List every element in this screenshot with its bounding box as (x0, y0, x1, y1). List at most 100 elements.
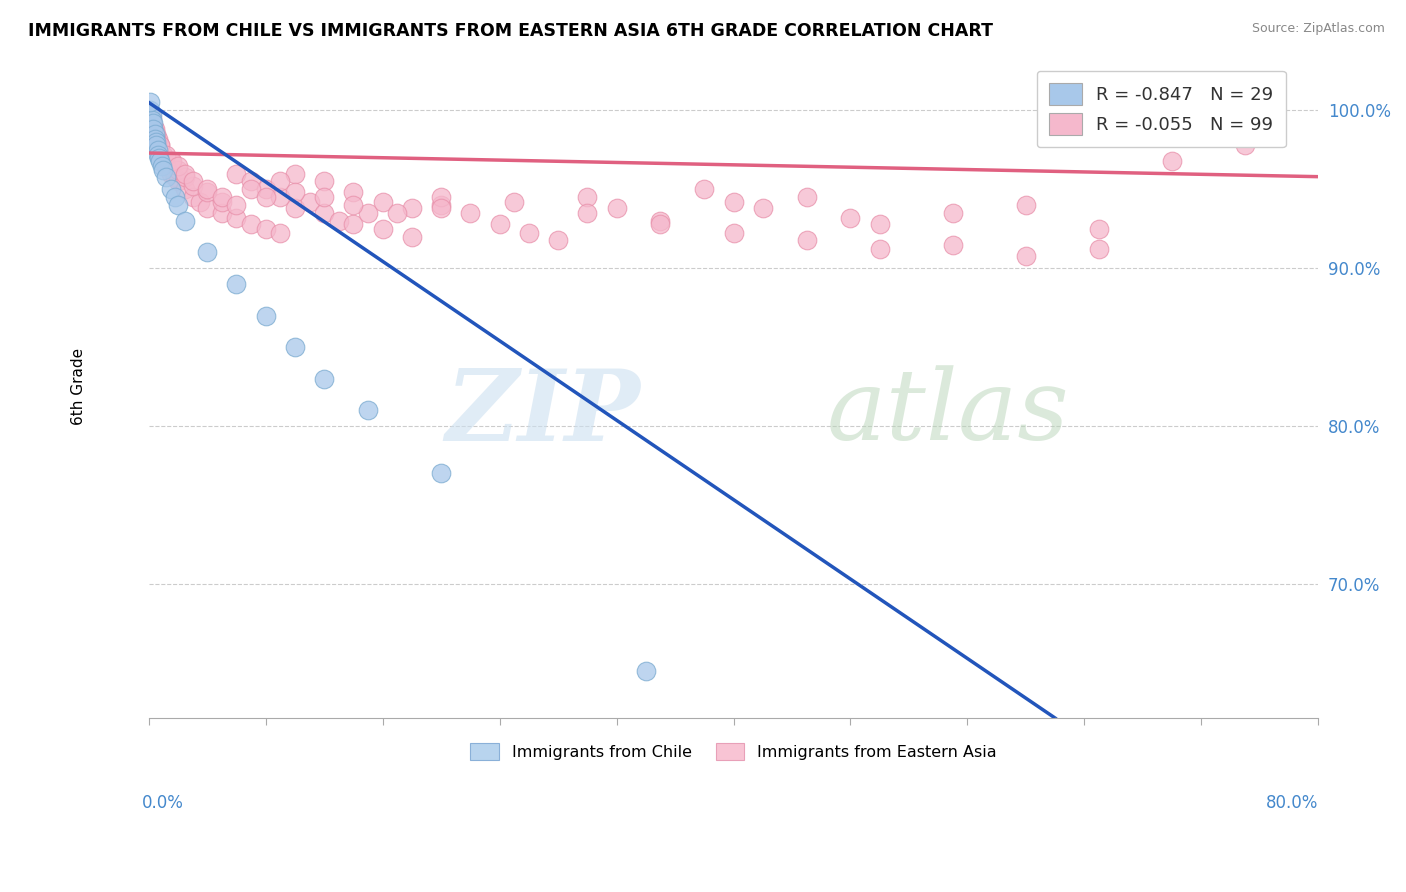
Point (142, 122, 165, 136)
Text: ZIP: ZIP (444, 365, 640, 461)
Point (152, 163, 174, 178)
Point (314, 206, 336, 220)
Point (430, 190, 453, 204)
Point (174, 182, 197, 196)
Point (342, 198, 364, 212)
Point (314, 372, 336, 386)
Point (298, 194, 321, 209)
Point (195, 201, 218, 215)
Point (693, 182, 716, 196)
Point (240, 174, 263, 188)
Point (143, 127, 166, 141)
Point (152, 153, 174, 168)
Point (839, 211, 862, 225)
Point (195, 186, 218, 200)
Point (143, 127, 166, 141)
Point (342, 186, 364, 200)
Point (284, 167, 307, 181)
Point (139, 95, 162, 110)
Point (1015, 198, 1038, 212)
Point (211, 194, 233, 209)
Point (181, 179, 204, 194)
Point (751, 201, 773, 215)
Point (401, 201, 423, 215)
Point (796, 233, 818, 247)
Legend: Immigrants from Chile, Immigrants from Eastern Asia: Immigrants from Chile, Immigrants from E… (464, 737, 1004, 766)
Point (167, 174, 190, 188)
Point (149, 138, 172, 153)
Point (430, 201, 453, 215)
Point (165, 190, 187, 204)
Point (942, 237, 965, 252)
Point (284, 186, 307, 200)
Point (488, 217, 510, 231)
Text: 80.0%: 80.0% (1265, 794, 1319, 812)
Point (160, 153, 183, 168)
Point (150, 159, 173, 173)
Point (650, 214, 672, 228)
Point (149, 153, 172, 168)
Point (723, 194, 745, 209)
Point (240, 182, 263, 196)
Point (145, 135, 167, 149)
Point (225, 198, 247, 212)
Point (225, 277, 247, 291)
Point (254, 309, 277, 323)
Text: 0.0%: 0.0% (142, 794, 183, 812)
Point (869, 242, 891, 256)
Point (371, 221, 394, 235)
Point (225, 167, 247, 181)
Point (284, 201, 307, 215)
Point (211, 190, 233, 204)
Point (155, 169, 177, 184)
Point (342, 217, 364, 231)
Point (328, 214, 350, 228)
Point (146, 143, 169, 157)
Point (195, 182, 218, 196)
Point (159, 167, 181, 181)
Point (146, 147, 169, 161)
Point (650, 217, 672, 231)
Point (167, 159, 190, 173)
Point (357, 403, 380, 417)
Point (146, 132, 169, 146)
Point (145, 138, 167, 153)
Point (576, 190, 599, 204)
Point (149, 147, 172, 161)
Point (269, 190, 291, 204)
Point (796, 190, 818, 204)
Point (142, 119, 165, 133)
Point (634, 664, 657, 678)
Point (159, 182, 181, 196)
Point (174, 169, 197, 184)
Point (141, 112, 163, 126)
Point (181, 174, 204, 188)
Point (159, 153, 181, 168)
Point (142, 116, 165, 130)
Point (254, 221, 277, 235)
Point (1088, 242, 1111, 256)
Point (576, 206, 599, 220)
Point (371, 194, 394, 209)
Point (181, 190, 204, 204)
Point (145, 127, 167, 141)
Point (503, 194, 526, 209)
Point (547, 233, 569, 247)
Point (152, 147, 174, 161)
Point (139, 106, 162, 120)
Text: Source: ZipAtlas.com: Source: ZipAtlas.com (1251, 22, 1385, 36)
Point (149, 138, 172, 153)
Point (145, 132, 167, 146)
Point (460, 206, 482, 220)
Point (148, 151, 170, 165)
Point (1088, 221, 1111, 235)
Text: atlas: atlas (827, 366, 1070, 461)
Point (155, 159, 177, 173)
Point (139, 103, 162, 118)
Y-axis label: 6th Grade: 6th Grade (72, 348, 86, 425)
Point (269, 227, 291, 241)
Point (314, 190, 336, 204)
Point (167, 198, 190, 212)
Point (141, 106, 163, 120)
Point (174, 214, 197, 228)
